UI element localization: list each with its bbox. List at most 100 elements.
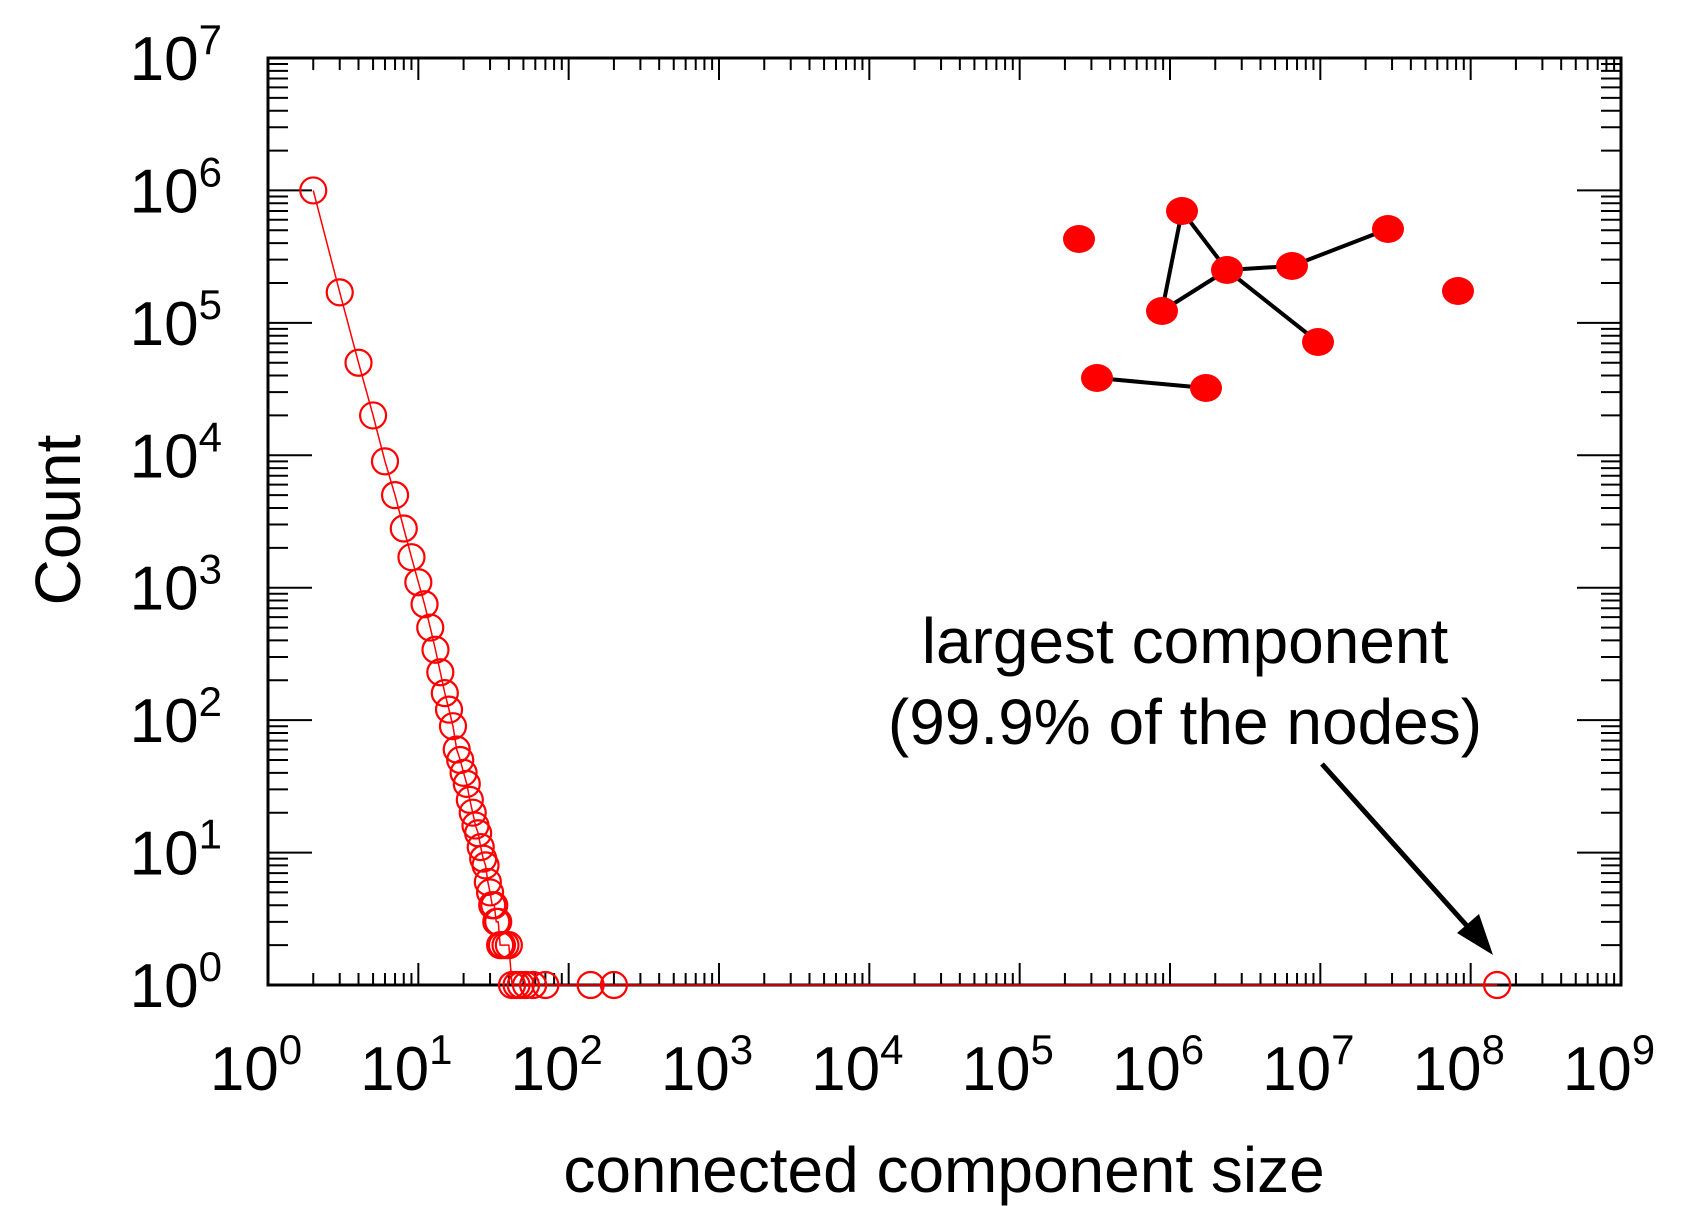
- y-axis-title: Count: [22, 434, 94, 605]
- tick-exponent: 7: [199, 16, 222, 63]
- inset-graph: [1063, 197, 1474, 402]
- y-tick-label: 101: [130, 811, 222, 889]
- data-point: [452, 769, 481, 799]
- inset-edge: [1160, 210, 1184, 312]
- x-tick-label: 105: [962, 1026, 1054, 1104]
- x-tick-labels: 100 101 102 103 104 105 106 107 108 109: [210, 1026, 1655, 1104]
- x-tick-label: 102: [511, 1026, 603, 1104]
- data-point: [421, 635, 450, 664]
- inset-node: [1190, 374, 1222, 402]
- data-point: [531, 970, 560, 1000]
- tick-exponent: 3: [199, 546, 222, 593]
- inset-node: [1166, 197, 1198, 225]
- inset-node: [1081, 364, 1113, 392]
- tick-base: 10: [511, 1035, 580, 1104]
- y-tick-label: 100: [130, 943, 222, 1021]
- tick-exponent: 7: [1331, 1026, 1354, 1073]
- data-point: [416, 613, 445, 642]
- inset-node: [1372, 215, 1404, 243]
- data-point: [404, 568, 433, 597]
- data-point: [358, 401, 388, 430]
- inset-edge: [1225, 268, 1320, 344]
- tick-exponent: 5: [199, 281, 222, 328]
- data-point: [325, 278, 354, 307]
- inset-node: [1146, 297, 1178, 325]
- tick-base: 10: [130, 687, 199, 756]
- largest-component-annotation: largest component (99.9% of the nodes): [888, 605, 1493, 955]
- inset-edges: [1096, 209, 1389, 390]
- tick-base: 10: [661, 1035, 730, 1104]
- x-tick-label: 107: [1262, 1026, 1354, 1104]
- tick-exponent: 0: [199, 943, 222, 990]
- data-point: [434, 695, 464, 724]
- tick-base: 10: [130, 555, 199, 624]
- tick-exponent: 6: [1181, 1026, 1204, 1073]
- y-tick-label: 107: [130, 16, 222, 94]
- tick-base: 10: [811, 1035, 880, 1104]
- inset-edge: [1291, 227, 1389, 268]
- data-point: [471, 851, 500, 880]
- y-tick-label: 106: [130, 148, 222, 226]
- y-tick-label: 105: [130, 281, 222, 359]
- data-point: [299, 176, 328, 205]
- annotation-line-1: largest component: [922, 605, 1449, 677]
- tick-base: 10: [360, 1035, 429, 1104]
- y-tick-label: 104: [130, 413, 222, 491]
- inset-node: [1063, 225, 1095, 253]
- inset-node: [1302, 328, 1334, 356]
- tick-exponent: 0: [279, 1026, 302, 1073]
- data-point: [519, 970, 548, 1000]
- data-point: [576, 970, 605, 1000]
- data-point: [389, 514, 418, 543]
- tick-exponent: 2: [579, 1026, 602, 1073]
- tick-exponent: 4: [880, 1026, 903, 1073]
- data-point: [449, 758, 478, 787]
- data-point: [466, 832, 495, 862]
- tick-base: 10: [1112, 1035, 1181, 1104]
- tick-base: 10: [130, 25, 199, 94]
- plot-frame: [266, 56, 1623, 987]
- tick-base: 10: [130, 157, 199, 226]
- x-tick-label: 100: [210, 1026, 302, 1104]
- data-point: [344, 348, 373, 377]
- tick-exponent: 9: [1632, 1026, 1655, 1073]
- x-tick-label: 103: [661, 1026, 753, 1104]
- annotation-arrow-shaft: [1320, 762, 1478, 938]
- tick-exponent: 4: [199, 413, 222, 460]
- tick-exponent: 5: [1030, 1026, 1053, 1073]
- data-point: [480, 891, 509, 920]
- tick-exponent: 8: [1481, 1026, 1504, 1073]
- x-tick-label: 108: [1413, 1026, 1505, 1104]
- tick-exponent: 6: [199, 148, 222, 195]
- data-point: [458, 798, 487, 827]
- data-point: [426, 658, 455, 687]
- data-point: [410, 590, 439, 619]
- data-point: [430, 679, 459, 708]
- data-point: [511, 970, 541, 1000]
- tick-base: 10: [1563, 1035, 1632, 1104]
- inset-edge: [1096, 376, 1207, 390]
- data-point: [1483, 970, 1512, 1000]
- tick-base: 10: [1413, 1035, 1482, 1104]
- x-axis-title: connected component size: [563, 1134, 1324, 1206]
- tick-base: 10: [1262, 1035, 1331, 1104]
- tick-exponent: 3: [730, 1026, 753, 1073]
- x-tick-label: 106: [1112, 1026, 1204, 1104]
- tick-base: 10: [962, 1035, 1031, 1104]
- inset-node: [1211, 256, 1243, 284]
- y-tick-label: 103: [130, 546, 222, 624]
- annotation-arrow-head: [1457, 914, 1493, 955]
- inset-nodes: [1063, 197, 1474, 402]
- tick-base: 10: [130, 820, 199, 889]
- tick-base: 10: [130, 952, 199, 1021]
- tick-exponent: 2: [199, 678, 222, 725]
- series-line: [312, 190, 1498, 986]
- tick-base: 10: [130, 422, 199, 491]
- axis-ticks: [267, 58, 1621, 986]
- data-series: [299, 176, 1512, 1000]
- x-tick-label: 104: [811, 1026, 903, 1104]
- data-point: [380, 481, 410, 510]
- tick-base: 10: [130, 290, 199, 359]
- data-point: [599, 970, 629, 1000]
